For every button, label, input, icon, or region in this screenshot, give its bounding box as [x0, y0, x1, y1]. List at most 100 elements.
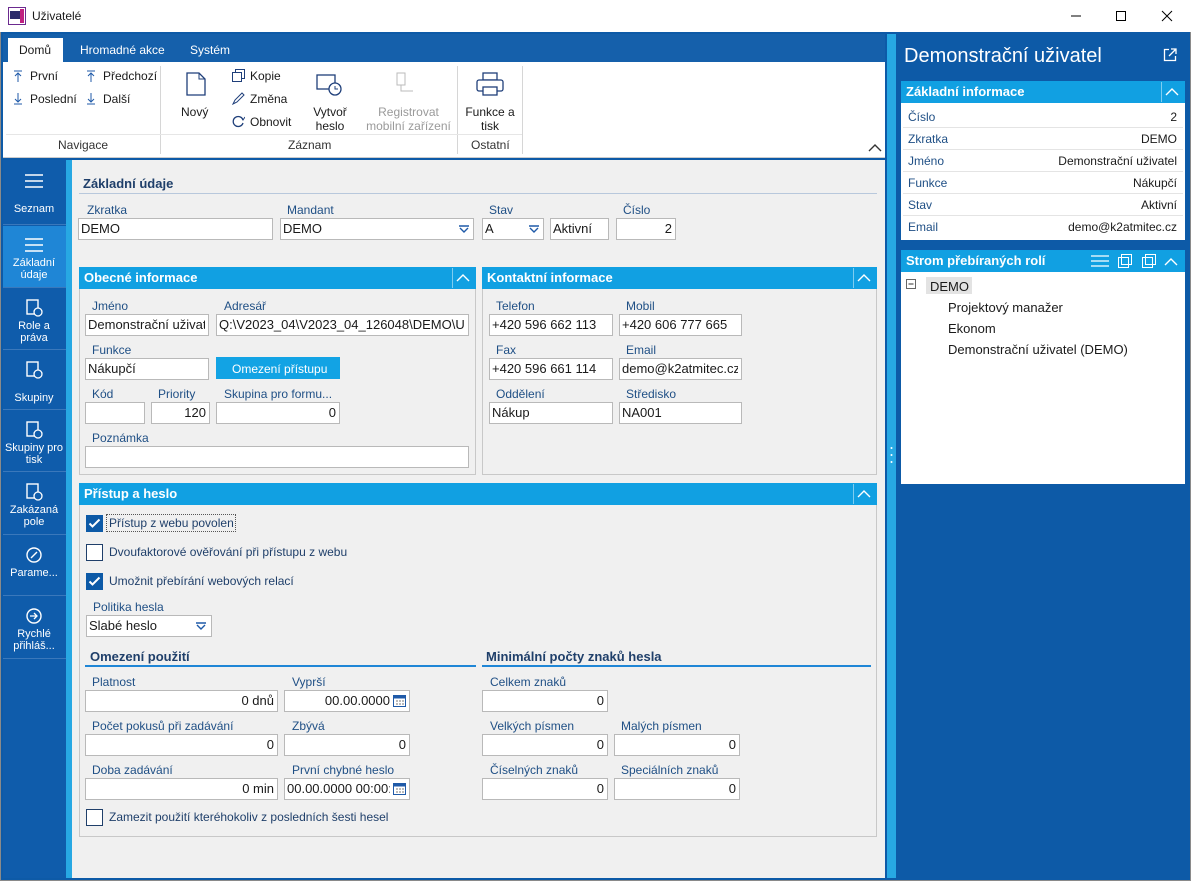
input-field[interactable] — [85, 402, 145, 424]
ribbon-tab[interactable]: Domů — [19, 43, 52, 57]
sidebar-item[interactable] — [3, 473, 66, 535]
input-field[interactable] — [85, 778, 278, 800]
field-label: Malých písmen — [621, 719, 702, 733]
field-value: 0 — [728, 781, 736, 796]
checkbox-label[interactable]: Dvoufaktorové ověřování při přístupu z w… — [109, 545, 348, 559]
field-value: 2 — [664, 221, 672, 236]
input-field[interactable] — [78, 218, 273, 240]
input-field[interactable] — [550, 218, 609, 240]
header-button-bg[interactable] — [1161, 82, 1183, 102]
ribbon-button[interactable]: Funkce a tisk — [465, 105, 515, 133]
input-field[interactable] — [482, 734, 608, 756]
input-field[interactable] — [216, 402, 340, 424]
input-field[interactable] — [284, 690, 410, 712]
field-value: 0 min — [242, 781, 274, 796]
field-value: Nákup — [492, 405, 530, 420]
input-field[interactable] — [85, 358, 209, 380]
sidebar-item[interactable] — [3, 597, 66, 659]
input-field[interactable] — [489, 402, 613, 424]
ribbon-button[interactable]: Předchozí — [103, 69, 158, 83]
sidebar-item[interactable] — [3, 226, 66, 288]
input-field[interactable] — [616, 218, 676, 240]
input-field[interactable] — [280, 218, 474, 240]
ribbon-button[interactable]: Obnovit — [250, 115, 292, 129]
input-field[interactable] — [85, 690, 278, 712]
input-field[interactable] — [151, 402, 210, 424]
field-label: Mobil — [626, 299, 655, 313]
input-field[interactable] — [482, 218, 544, 240]
input-field[interactable] — [284, 778, 410, 800]
window-title: Uživatelé — [32, 9, 82, 23]
ribbon-button[interactable]: Další — [103, 92, 131, 106]
group-label-bar — [6, 134, 522, 135]
info-label: Funkce — [908, 176, 948, 190]
checkbox-label[interactable]: Přístup z webu povolen — [109, 516, 234, 530]
checkbox[interactable] — [86, 573, 103, 590]
input-field[interactable] — [614, 778, 740, 800]
tree-node[interactable]: Ekonom — [948, 321, 996, 336]
section-rule — [79, 193, 877, 194]
checkbox[interactable] — [86, 544, 103, 561]
input-field[interactable] — [85, 734, 278, 756]
header-button-bg[interactable] — [853, 484, 875, 504]
checkbox[interactable] — [86, 809, 103, 826]
input-field[interactable] — [619, 358, 742, 380]
input-field[interactable] — [619, 402, 742, 424]
input-field[interactable] — [489, 358, 613, 380]
input-field[interactable] — [284, 734, 410, 756]
info-value: DEMO — [1141, 132, 1177, 146]
header-button-bg[interactable] — [452, 268, 474, 288]
input-field[interactable] — [216, 314, 469, 336]
active-tab[interactable] — [8, 38, 63, 62]
sidebar-item[interactable] — [3, 162, 66, 225]
ribbon-button[interactable]: Kopie — [250, 69, 281, 83]
tree-expander[interactable] — [906, 279, 917, 290]
field-label: Adresář — [224, 299, 267, 313]
checkbox[interactable] — [86, 515, 103, 532]
checkbox-label[interactable]: Zamezit použití kteréhokoliv z posledníc… — [109, 810, 389, 824]
tree-node[interactable]: Projektový manažer — [948, 300, 1063, 315]
calendar-icon — [393, 783, 406, 795]
ribbon-button[interactable]: Registrovat mobilní zařízení — [366, 105, 451, 133]
panel-header — [901, 81, 1185, 103]
input-field[interactable] — [482, 690, 608, 712]
field-value: 0 — [266, 737, 274, 752]
tree-node[interactable]: DEMO — [930, 279, 969, 294]
arrow-icon — [14, 70, 22, 82]
button-label[interactable]: Omezení přístupu — [232, 362, 328, 376]
input-field[interactable] — [86, 615, 212, 637]
ribbon-tab[interactable]: Systém — [190, 43, 231, 57]
input-field[interactable] — [489, 314, 613, 336]
group-label: Ostatní — [471, 138, 510, 152]
sidebar-icon — [26, 547, 42, 563]
info-value: demo@k2atmitec.cz — [1068, 220, 1177, 234]
maximize-button[interactable] — [1113, 8, 1129, 24]
sidebar-item[interactable] — [3, 411, 66, 472]
ribbon-button[interactable]: Poslední — [30, 92, 77, 106]
sidebar-item[interactable] — [3, 351, 66, 410]
sidebar-icon — [25, 174, 43, 188]
field-value: A — [485, 221, 494, 236]
tree-node[interactable]: Demonstrační uživatel (DEMO) — [948, 342, 1128, 357]
field-label: Email — [626, 343, 657, 357]
close-button[interactable] — [1159, 8, 1175, 24]
input-field[interactable] — [85, 314, 209, 336]
input-field[interactable] — [482, 778, 608, 800]
group-separator — [160, 66, 161, 154]
input-field[interactable] — [614, 734, 740, 756]
sidebar-item[interactable] — [3, 536, 66, 596]
sidebar-item[interactable] — [3, 289, 66, 350]
ribbon-tab[interactable]: Hromadné akce — [80, 43, 165, 57]
checkbox-label[interactable]: Umožnit přebírání webových relací — [109, 574, 294, 588]
header-button-bg[interactable] — [853, 268, 875, 288]
button[interactable] — [216, 357, 340, 379]
ribbon-button[interactable]: Vytvoř heslo — [313, 105, 347, 133]
ribbon-button[interactable]: První — [30, 69, 59, 83]
popout-icon[interactable] — [1163, 48, 1177, 62]
refresh-icon — [232, 115, 245, 128]
minimize-button[interactable] — [1068, 8, 1084, 24]
input-field[interactable] — [85, 446, 469, 468]
ribbon-button[interactable]: Nový — [181, 105, 209, 119]
ribbon-button[interactable]: Změna — [250, 92, 288, 106]
input-field[interactable] — [619, 314, 742, 336]
